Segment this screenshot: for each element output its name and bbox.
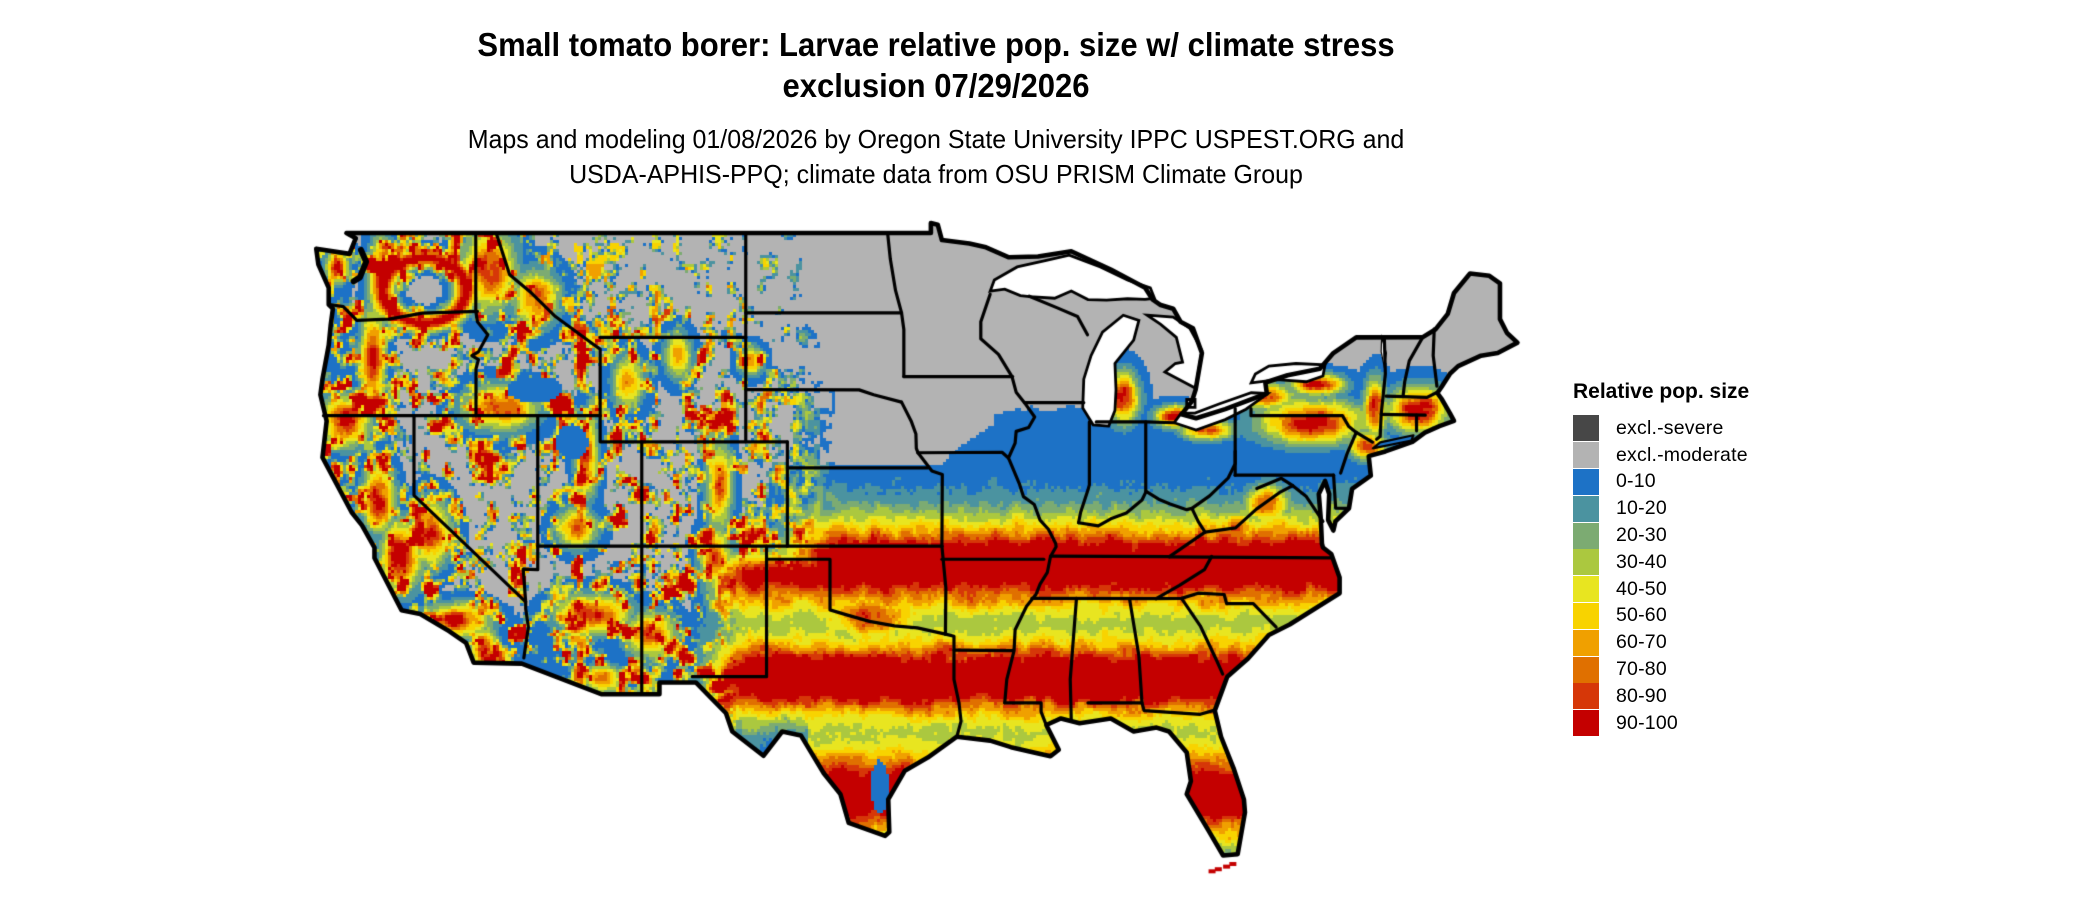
legend-item: 70-80 [1573, 656, 1749, 683]
legend-item: 80-90 [1573, 683, 1749, 710]
subtitle-line-1: Maps and modeling 01/08/2026 by Oregon S… [467, 124, 1405, 154]
legend-label: 60-70 [1616, 631, 1667, 654]
legend-item: 30-40 [1573, 549, 1749, 576]
legend-item: 50-60 [1573, 602, 1749, 630]
legend-title: Relative pop. size [1573, 380, 1750, 403]
legend-label: 0-10 [1616, 470, 1656, 493]
map-title: Small tomato borer: Larvae relative pop.… [372, 24, 1500, 106]
legend-color-swatch [1573, 442, 1599, 469]
map-subtitle: Maps and modeling 01/08/2026 by Oregon S… [360, 122, 1512, 192]
legend-color-swatch [1573, 656, 1599, 683]
legend-items: excl.-severe excl.-moderate 0-10 10-20 20-30… [1573, 415, 1749, 737]
legend-label: 40-50 [1616, 577, 1667, 600]
legend-color-swatch [1573, 495, 1599, 522]
title-line-1: Small tomato borer: Larvae relative pop.… [477, 26, 1395, 63]
legend-label: 70-80 [1616, 658, 1667, 681]
legend-label: excl.-moderate [1616, 443, 1748, 466]
legend-item: excl.-moderate [1573, 442, 1749, 469]
legend-color-swatch [1573, 522, 1599, 549]
title-line-2: exclusion 07/29/2026 [782, 67, 1090, 104]
legend: Relative pop. size excl.-severe excl.-mod… [1573, 380, 1749, 737]
legend-label: 90-100 [1616, 711, 1678, 734]
legend-item: excl.-severe [1573, 415, 1749, 442]
legend-color-swatch [1573, 468, 1599, 495]
subtitle-line-2: USDA-APHIS-PPQ; climate data from OSU PR… [569, 159, 1303, 189]
legend-color-swatch [1573, 710, 1599, 737]
legend-item: 40-50 [1573, 576, 1749, 603]
legend-label: 50-60 [1616, 604, 1667, 627]
legend-color-swatch [1573, 415, 1599, 442]
legend-item: 10-20 [1573, 495, 1749, 522]
us-map-canvas [280, 210, 1540, 900]
legend-item: 20-30 [1573, 522, 1749, 549]
legend-color-swatch [1573, 683, 1599, 710]
legend-item: 0-10 [1573, 468, 1749, 496]
legend-color-swatch [1573, 549, 1599, 576]
legend-label: 80-90 [1616, 684, 1667, 707]
legend-label: 30-40 [1616, 550, 1667, 573]
legend-label: excl.-severe [1616, 416, 1724, 439]
legend-item: 60-70 [1573, 629, 1749, 656]
legend-label: 10-20 [1616, 497, 1667, 520]
legend-color-swatch [1573, 602, 1599, 629]
legend-color-swatch [1573, 576, 1599, 603]
legend-label: 20-30 [1616, 524, 1667, 547]
legend-color-swatch [1573, 629, 1599, 656]
legend-item: 90-100 [1573, 710, 1749, 737]
us-map [280, 210, 1540, 900]
